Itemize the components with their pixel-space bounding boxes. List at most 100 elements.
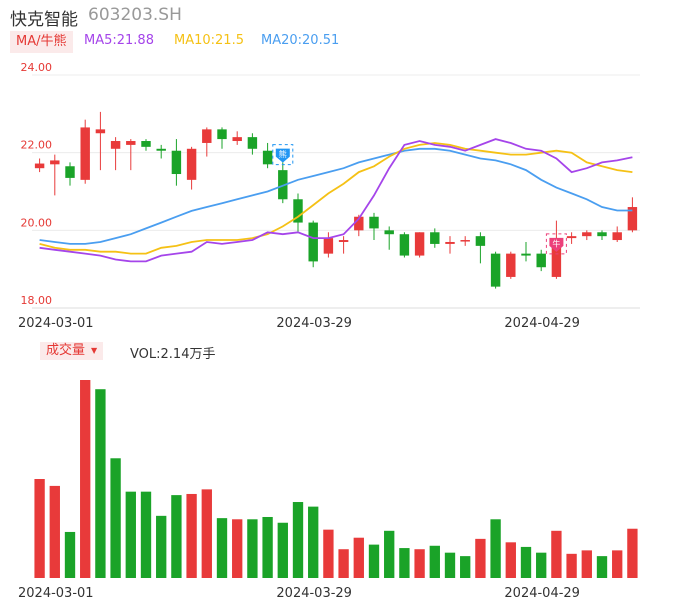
candle-body: [536, 253, 546, 268]
candle-body: [354, 216, 364, 231]
volume-bar: [429, 545, 440, 578]
volume-bar: [414, 549, 425, 578]
candle-body: [612, 232, 622, 241]
volume-bar: [490, 519, 501, 578]
candle-body: [475, 236, 486, 246]
volume-bar: [95, 389, 106, 578]
candle-body: [521, 253, 531, 256]
candle-body: [627, 207, 638, 231]
volume-bar: [232, 519, 243, 578]
candle-body: [34, 163, 45, 169]
volume-bar: [49, 485, 60, 578]
volume-x-tick-label: 2024-03-01: [18, 586, 94, 601]
candle-body: [232, 137, 242, 142]
volume-bar: [140, 491, 152, 578]
volume-bar: [277, 522, 288, 578]
candle-body: [186, 148, 197, 180]
candle-body: [445, 241, 455, 244]
volume-bar: [323, 529, 334, 578]
candle-body: [65, 166, 75, 178]
volume-bar: [368, 544, 380, 578]
candle-body: [262, 150, 273, 165]
candle-body: [399, 234, 410, 256]
bull-marker-glyph: 牛: [552, 238, 560, 248]
y-tick-label: 24.00: [21, 61, 53, 74]
volume-bar: [460, 556, 471, 578]
volume-bar: [247, 519, 258, 578]
volume-bar: [384, 530, 395, 578]
volume-bar: [80, 380, 91, 578]
candle-body: [202, 129, 212, 143]
x-tick-label: 2024-03-29: [276, 316, 352, 331]
volume-x-tick-label: 2024-04-29: [504, 586, 580, 601]
y-tick-label: 18.00: [21, 294, 53, 307]
volume-bar: [186, 493, 197, 578]
candle-body: [566, 236, 577, 239]
candle-body: [308, 222, 318, 262]
volume-bar: [612, 550, 623, 578]
volume-bar: [536, 552, 547, 578]
bear-marker-icon: [275, 148, 290, 163]
volume-bar: [292, 502, 304, 578]
stock-code: 603203.SH: [88, 5, 182, 25]
y-tick-label: 20.00: [21, 216, 53, 229]
candle-body: [156, 148, 166, 151]
volume-bar: [64, 531, 76, 578]
bull-marker-icon: [549, 237, 564, 252]
candle-body: [460, 240, 470, 242]
bear-marker-frame: [272, 144, 294, 166]
candle-body: [95, 129, 106, 134]
volume-bar: [338, 549, 349, 578]
volume-bar: [201, 489, 212, 578]
candle-body: [323, 238, 334, 254]
candle-body: [141, 141, 151, 147]
candle-body: [171, 150, 182, 175]
candle-body: [80, 127, 90, 180]
volume-x-tick-label: 2024-03-29: [276, 586, 352, 601]
candle-body: [506, 253, 516, 277]
dropdown-arrow-icon: ▼: [91, 346, 98, 355]
volume-bar: [566, 553, 577, 578]
volume-indicator-switch[interactable]: 成交量 ▼: [40, 342, 104, 360]
x-tick-label: 2024-04-29: [504, 316, 580, 331]
volume-bar: [475, 538, 486, 578]
volume-bar: [627, 528, 638, 578]
volume-bar: [110, 458, 121, 578]
candle-body: [217, 129, 227, 140]
x-tick-label: 2024-03-01: [18, 316, 94, 331]
volume-bar: [308, 506, 319, 578]
volume-bar: [444, 552, 456, 578]
candle-body: [430, 232, 440, 244]
volume-value-label: VOL:2.14万手: [130, 347, 216, 362]
volume-bar: [125, 491, 136, 578]
volume-bar: [581, 550, 592, 578]
candle-body: [247, 137, 258, 149]
ma5-line: [39, 138, 633, 263]
volume-bar: [353, 537, 364, 578]
ma10-line: [39, 142, 633, 255]
volume-bar: [34, 479, 45, 578]
bull-marker-frame: [545, 233, 567, 255]
candle-body: [490, 253, 501, 287]
volume-bar: [596, 556, 608, 578]
bear-marker-glyph: 熊: [279, 149, 287, 159]
ma10-label: MA10:21.5: [174, 33, 244, 48]
candle-body: [293, 199, 303, 223]
volume-bar: [520, 546, 532, 578]
candle-body: [278, 170, 288, 200]
ma-bull-bear-switch[interactable]: MA/牛熊: [10, 31, 73, 53]
candle-body: [551, 238, 562, 277]
candle-body: [582, 232, 592, 237]
candle-body: [338, 240, 349, 242]
ma5-label: MA5:21.88: [84, 33, 154, 48]
candle-body: [110, 141, 121, 149]
volume-bar: [551, 530, 562, 578]
candle-body: [384, 230, 394, 235]
candle-body: [50, 160, 60, 165]
candle-body: [414, 232, 425, 256]
volume-bar: [399, 548, 410, 578]
volume-bar: [171, 495, 182, 578]
volume-bar: [216, 518, 228, 578]
ma20-label: MA20:20.51: [261, 33, 340, 48]
